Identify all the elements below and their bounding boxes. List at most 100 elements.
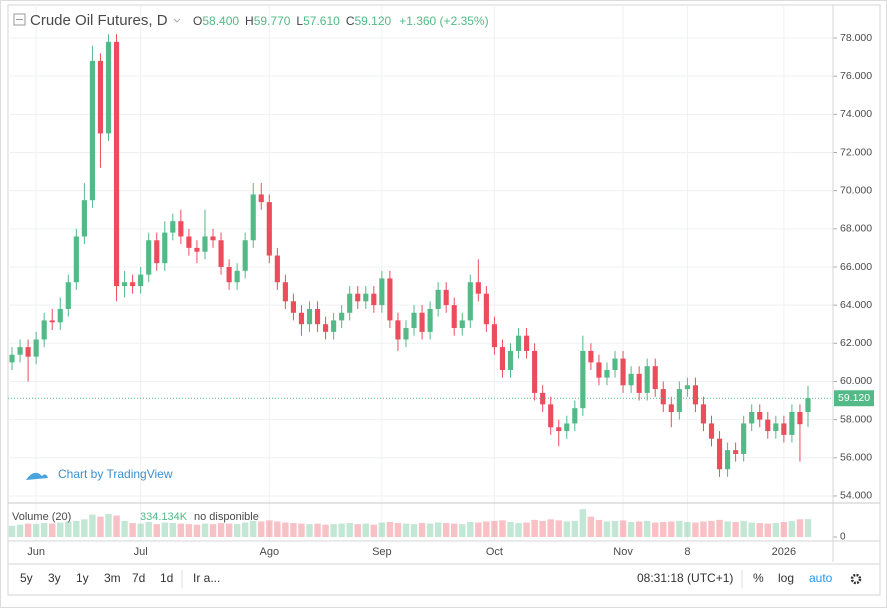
candle-body bbox=[620, 358, 626, 386]
volume-bar bbox=[418, 523, 426, 537]
volume-bar bbox=[338, 523, 345, 537]
volume-bar bbox=[233, 524, 241, 537]
y-tick-label: 72.000 bbox=[840, 146, 872, 158]
volume-bar bbox=[523, 522, 530, 537]
volume-bar bbox=[378, 522, 386, 537]
candle-body bbox=[652, 366, 658, 390]
candle-body bbox=[684, 385, 690, 390]
candle-body bbox=[660, 389, 666, 405]
volume-bar bbox=[459, 524, 466, 537]
range-button[interactable]: 3y bbox=[48, 571, 61, 585]
range-button[interactable]: 3m bbox=[104, 571, 121, 585]
candle-body bbox=[556, 427, 562, 432]
ohlc-value: 59.120 bbox=[354, 14, 391, 28]
volume-bar bbox=[177, 523, 185, 537]
volume-bar bbox=[547, 519, 554, 537]
ohlc-value: 59.770 bbox=[254, 14, 291, 28]
ohlc-key: C bbox=[346, 14, 355, 28]
chart-border bbox=[7, 4, 881, 596]
candle-body bbox=[524, 335, 530, 351]
candle-body bbox=[9, 354, 15, 363]
y-tick-label: 76.000 bbox=[840, 70, 872, 82]
volume-bar bbox=[225, 523, 233, 537]
candle-body bbox=[700, 404, 707, 424]
dropdown-caret[interactable] bbox=[173, 18, 181, 23]
candle-body bbox=[306, 308, 313, 325]
clock: 08:31:18 (UTC+1) bbox=[637, 571, 733, 585]
collapse-icon[interactable] bbox=[13, 13, 26, 26]
volume-bar bbox=[217, 523, 225, 537]
volume-bar bbox=[394, 523, 402, 537]
candle-body bbox=[266, 202, 272, 256]
y-tick-label: 54.000 bbox=[840, 490, 872, 502]
candle-body bbox=[210, 236, 216, 241]
range-button[interactable]: 1y bbox=[76, 571, 89, 585]
y-tick-label: 64.000 bbox=[840, 299, 872, 311]
volume-bar bbox=[410, 524, 418, 537]
goto-button[interactable]: Ir a... bbox=[193, 571, 220, 585]
candle-body bbox=[33, 339, 39, 357]
y-tick-label: 58.000 bbox=[840, 413, 872, 425]
volume-bar bbox=[274, 521, 281, 537]
range-button[interactable]: 7d bbox=[132, 571, 145, 585]
volume-bar bbox=[684, 522, 691, 537]
volume-bar bbox=[660, 522, 667, 537]
range-button[interactable]: 1d bbox=[160, 571, 173, 585]
volume-bar bbox=[627, 522, 635, 537]
watermark-text: Chart by TradingView bbox=[58, 467, 173, 481]
candle-body bbox=[347, 293, 353, 313]
volume-bar bbox=[483, 521, 490, 537]
volume-bar bbox=[451, 523, 458, 537]
volume-bar bbox=[129, 523, 136, 537]
volume-name: Volume (20) bbox=[12, 511, 71, 523]
volume-bar bbox=[24, 523, 32, 537]
candle-body bbox=[323, 324, 329, 332]
candle-body bbox=[580, 350, 586, 409]
watermark: Chart by TradingView bbox=[26, 467, 173, 481]
volume-bar bbox=[772, 523, 780, 537]
candle-body bbox=[636, 373, 642, 393]
volume-bar bbox=[491, 520, 498, 537]
volume-bar bbox=[185, 524, 193, 537]
candle-body bbox=[331, 320, 337, 332]
volume-value: 334.134K bbox=[140, 511, 188, 523]
candle-body bbox=[612, 358, 618, 371]
volume-bar bbox=[16, 524, 24, 537]
range-button[interactable]: 5y bbox=[20, 571, 33, 585]
percent-button[interactable]: % bbox=[753, 571, 764, 585]
candle-body bbox=[692, 385, 698, 405]
candle-body bbox=[499, 347, 506, 371]
y-tick-label: 66.000 bbox=[840, 261, 872, 273]
candle-body bbox=[797, 411, 803, 425]
candle-body bbox=[170, 221, 176, 233]
candle-body bbox=[765, 419, 771, 432]
candle-body bbox=[548, 404, 554, 428]
x-tick-label: Nov bbox=[613, 546, 633, 558]
y-tick-label: 78.000 bbox=[840, 32, 872, 44]
volume-bar bbox=[370, 524, 378, 537]
candle-body bbox=[435, 289, 441, 309]
candle-body bbox=[25, 347, 31, 357]
candle-body bbox=[379, 278, 385, 306]
volume-bar bbox=[467, 522, 474, 537]
candle-body bbox=[403, 328, 409, 340]
candle-body bbox=[395, 320, 401, 340]
candle-body bbox=[515, 335, 522, 351]
volume-bar bbox=[40, 523, 48, 537]
y-tick-label: 56.000 bbox=[840, 452, 872, 464]
auto-button[interactable]: auto bbox=[809, 571, 833, 585]
log-button[interactable]: log bbox=[778, 571, 794, 585]
volume-bar bbox=[740, 520, 747, 537]
candle-body bbox=[298, 312, 305, 325]
volume-bar bbox=[434, 522, 442, 537]
x-tick-label: Oct bbox=[486, 546, 503, 558]
candle-body bbox=[218, 240, 224, 267]
volume-bar bbox=[97, 516, 104, 537]
volume-bar bbox=[611, 520, 619, 537]
candle-body bbox=[781, 423, 787, 435]
settings-icon[interactable] bbox=[850, 573, 862, 585]
volume-bar bbox=[209, 524, 217, 537]
candle-body bbox=[81, 200, 87, 237]
candle-body bbox=[411, 312, 417, 329]
volume-bar bbox=[507, 522, 514, 537]
